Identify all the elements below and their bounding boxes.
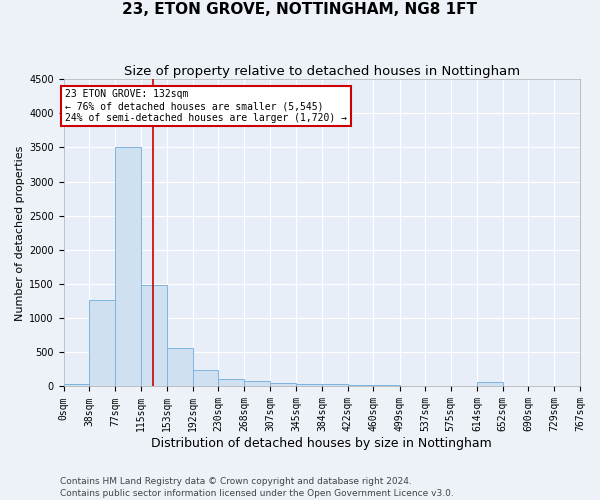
Bar [167,348,193,387]
Text: 23, ETON GROVE, NOTTINGHAM, NG8 1FT: 23, ETON GROVE, NOTTINGHAM, NG8 1FT [122,2,478,18]
Bar [89,300,115,386]
Text: 23 ETON GROVE: 132sqm
← 76% of detached houses are smaller (5,545)
24% of semi-d: 23 ETON GROVE: 132sqm ← 76% of detached … [65,90,347,122]
Title: Size of property relative to detached houses in Nottingham: Size of property relative to detached ho… [124,65,520,78]
Bar [64,384,89,386]
Bar [477,382,503,386]
Bar [244,381,271,386]
Y-axis label: Number of detached properties: Number of detached properties [15,145,25,320]
Text: Contains HM Land Registry data © Crown copyright and database right 2024.
Contai: Contains HM Land Registry data © Crown c… [60,476,454,498]
Bar [296,384,322,386]
Bar [348,385,373,386]
Bar [322,384,348,386]
Bar [193,370,218,386]
X-axis label: Distribution of detached houses by size in Nottingham: Distribution of detached houses by size … [151,437,492,450]
Bar [141,286,167,386]
Bar [115,148,141,386]
Bar [218,378,244,386]
Bar [271,382,296,386]
